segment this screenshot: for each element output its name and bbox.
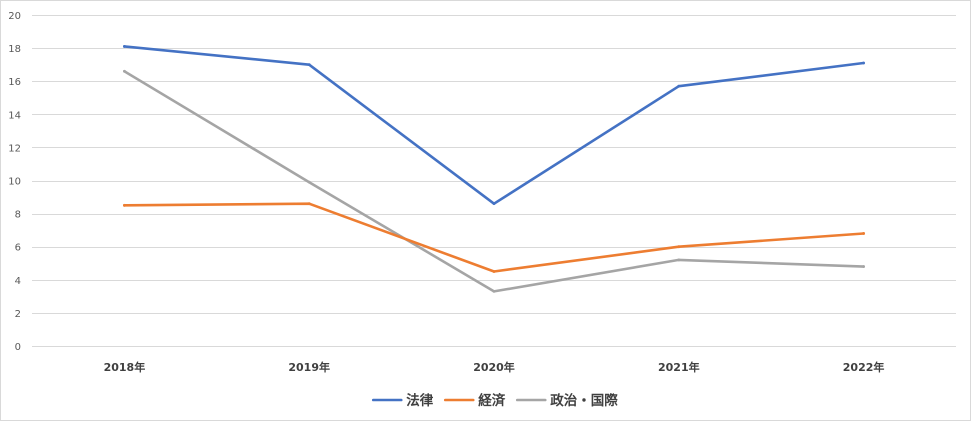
x-tick-label: 2018年 (104, 360, 146, 374)
x-tick-label: 2019年 (288, 360, 330, 374)
y-axis-tick-labels: 0 2 4 6 8 10 12 14 16 18 20 (8, 11, 21, 353)
data-point (492, 270, 496, 273)
y-tick-label: 4 (15, 276, 21, 287)
x-tick-label: 2021年 (658, 360, 700, 374)
y-tick-label: 8 (15, 210, 21, 221)
y-tick-label: 10 (8, 177, 21, 188)
data-point (307, 202, 311, 206)
x-tick-label: 2022年 (843, 360, 885, 374)
legend-label: 経済 (478, 392, 505, 409)
data-point (677, 245, 681, 249)
y-tick-label: 14 (8, 110, 21, 121)
data-point (123, 203, 126, 207)
data-point (677, 84, 681, 88)
legend-item: 政治・国際 (515, 392, 618, 409)
y-tick-label: 0 (15, 342, 21, 353)
data-point (123, 45, 126, 48)
y-tick-label: 12 (8, 143, 21, 154)
data-point (677, 258, 681, 262)
data-point (862, 61, 865, 65)
data-point (307, 63, 311, 67)
data-point (123, 69, 126, 73)
legend-item: 法律 (371, 392, 434, 409)
x-tick-label: 2020年 (473, 360, 515, 374)
y-tick-label: 6 (15, 243, 21, 254)
data-point (862, 265, 865, 268)
legend-label: 政治・国際 (550, 392, 618, 409)
y-tick-label: 2 (15, 309, 21, 320)
data-point (492, 289, 496, 293)
x-axis-tick-labels: 2018年 2019年 2020年 2021年 2022年 (104, 360, 885, 374)
data-point (307, 180, 311, 184)
y-tick-label: 16 (8, 77, 21, 88)
legend-item: 経済 (443, 392, 506, 409)
legend: 法律 経済 政治・国際 (371, 392, 618, 409)
gridlines (32, 15, 956, 347)
series-lines (123, 45, 865, 293)
data-point (862, 232, 865, 235)
y-tick-label: 18 (8, 44, 21, 55)
y-tick-label: 20 (8, 11, 21, 22)
legend-label: 法律 (406, 392, 433, 409)
series-line (123, 45, 865, 205)
data-point (492, 202, 496, 206)
